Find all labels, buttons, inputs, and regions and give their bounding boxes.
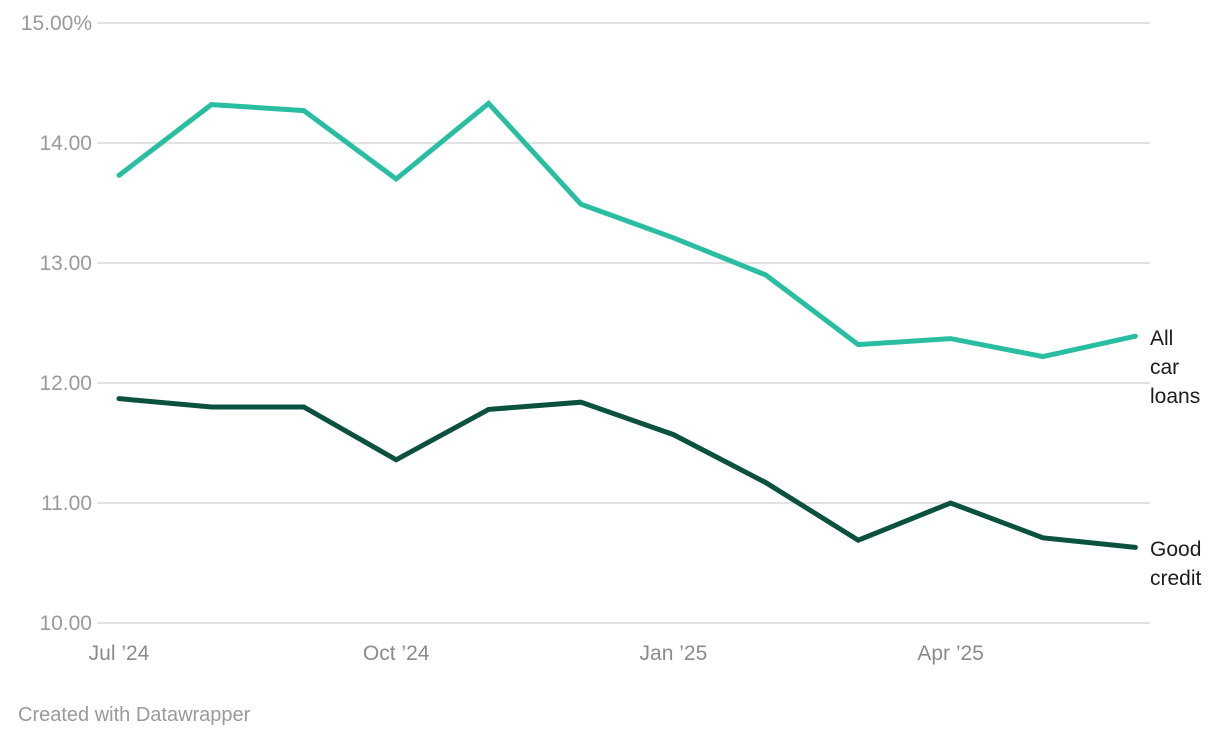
series-line-all-car-loans <box>116 99 1138 360</box>
datawrapper-attribution: Created with Datawrapper <box>18 704 251 726</box>
x-tick-label: Apr ’25 <box>917 642 984 665</box>
series-label-good-credit: Good credit <box>1150 538 1202 591</box>
x-tick-label: Jan ’25 <box>640 642 708 665</box>
y-tick-label: 13.00 <box>39 252 92 275</box>
y-tick-label: 11.00 <box>41 492 92 515</box>
series-line-good-credit <box>116 396 1138 550</box>
y-tick-label: 12.00 <box>39 372 92 395</box>
series-label-all-car-loans: All car loans <box>1150 327 1201 409</box>
y-tick-label: 15.00% <box>21 12 92 35</box>
y-tick-label: 14.00 <box>39 132 92 155</box>
y-tick-label: 10.00 <box>39 612 92 635</box>
x-tick-label: Oct ’24 <box>363 642 430 665</box>
x-tick-label: Jul ’24 <box>89 642 150 665</box>
